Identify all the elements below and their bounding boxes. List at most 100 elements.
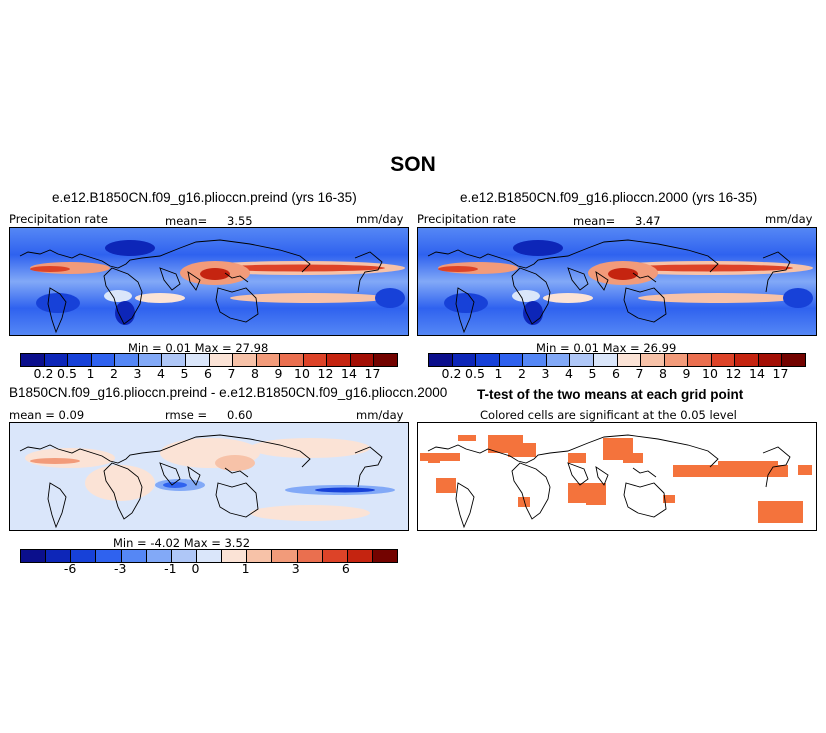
colorbar-tick-label: 5 <box>180 366 189 381</box>
colorbar-tick-label: 1 <box>86 366 95 381</box>
colorbar-tick-label: 1 <box>494 366 503 381</box>
colorbar-tick-label: -3 <box>114 561 127 576</box>
colorbar-tick-label: 0.5 <box>57 366 77 381</box>
colorbar-tick-label: 3 <box>291 561 300 576</box>
colorbar-tick-label: 2 <box>110 366 118 381</box>
panel3-rmse-label: rmse = <box>165 408 208 422</box>
colorbar-tick-label: 3 <box>133 366 142 381</box>
colorbar-swatch <box>185 354 210 366</box>
colorbar-swatch <box>374 354 397 366</box>
colorbar-tick-label: 17 <box>364 366 381 381</box>
colorbar-swatch <box>350 354 375 366</box>
colorbar-tick-label: 9 <box>682 366 691 381</box>
colorbar-tick-label: 12 <box>317 366 334 381</box>
panel4-significance-map <box>417 422 817 531</box>
panel3-mean: mean = 0.09 <box>9 408 85 422</box>
colorbar-tick-label: 12 <box>725 366 742 381</box>
colorbar-tick-label: 1 <box>241 561 250 576</box>
colorbar-swatch <box>162 354 186 366</box>
panel2-precip-map <box>417 227 817 336</box>
panel3-rmse-value: 0.60 <box>227 408 253 422</box>
colorbar-swatch <box>297 550 323 562</box>
colorbar-swatch <box>452 354 477 366</box>
colorbar-swatch <box>96 550 122 562</box>
colorbar-tick-label: 4 <box>565 366 573 381</box>
colorbar-swatch <box>372 550 398 562</box>
panel1-title: e.e12.B1850CN.f09_g16.plioccn.preind (yr… <box>52 190 357 205</box>
colorbar-swatch <box>44 354 69 366</box>
colorbar-swatch <box>476 354 500 366</box>
colorbar-tick-label: 17 <box>772 366 789 381</box>
panel2-colorbar <box>428 353 806 367</box>
panel1-mean-label: mean= <box>165 214 208 228</box>
colorbar-tick-label: 6 <box>341 561 350 576</box>
colorbar-tick-label: 7 <box>635 366 644 381</box>
colorbar-swatch <box>782 354 805 366</box>
colorbar-swatch <box>664 354 689 366</box>
colorbar-swatch <box>71 550 97 562</box>
colorbar-tick-label: 0 <box>191 561 200 576</box>
colorbar-swatch <box>138 354 163 366</box>
panel1-precip-map <box>9 227 409 336</box>
colorbar-swatch <box>546 354 571 366</box>
colorbar-tick-label: 14 <box>749 366 765 381</box>
colorbar-swatch <box>247 550 273 562</box>
colorbar-swatch <box>617 354 642 366</box>
colorbar-swatch <box>171 550 197 562</box>
colorbar-tick-label: 3 <box>541 366 550 381</box>
colorbar-swatch <box>222 550 248 562</box>
colorbar-tick-label: 10 <box>702 366 718 381</box>
colorbar-swatch <box>115 354 139 366</box>
colorbar-tick-label: 7 <box>227 366 236 381</box>
colorbar-swatch <box>347 550 373 562</box>
colorbar-swatch <box>322 550 348 562</box>
colorbar-tick-label: 9 <box>274 366 283 381</box>
panel2-mean-label: mean= <box>573 214 616 228</box>
panel3-difference-map <box>9 422 409 531</box>
panel1-minmax: Min = 0.01 Max = 27.98 <box>128 341 269 355</box>
colorbar-swatch <box>46 550 72 562</box>
colorbar-tick-label: 6 <box>612 366 620 381</box>
colorbar-swatch <box>735 354 759 366</box>
panel1-mean-value: 3.55 <box>227 214 253 228</box>
colorbar-tick-label: 10 <box>294 366 310 381</box>
colorbar-tick-label: 14 <box>341 366 357 381</box>
season-title: SON <box>390 153 436 176</box>
colorbar-tick-label: 0.5 <box>465 366 485 381</box>
colorbar-swatch <box>758 354 783 366</box>
colorbar-tick-label: 5 <box>588 366 597 381</box>
panel3-minmax: Min = -4.02 Max = 3.52 <box>113 536 251 550</box>
panel1-variable-label: Precipitation rate <box>9 212 108 226</box>
colorbar-tick-label: 8 <box>659 366 667 381</box>
panel1-units: mm/day <box>356 212 404 226</box>
colorbar-tick-label: -6 <box>63 561 77 576</box>
panel2-title: e.e12.B1850CN.f09_g16.plioccn.2000 (yrs … <box>460 190 758 205</box>
colorbar-swatch <box>641 354 665 366</box>
panel4-title: T-test of the two means at each grid poi… <box>477 387 744 402</box>
colorbar-swatch <box>570 354 594 366</box>
colorbar-tick-label: -1 <box>164 561 177 576</box>
colorbar-swatch <box>280 354 304 366</box>
colorbar-swatch <box>233 354 257 366</box>
colorbar-swatch <box>256 354 281 366</box>
colorbar-swatch <box>68 354 92 366</box>
colorbar-tick-label: 0.2 <box>441 366 462 381</box>
panel4-subtitle: Colored cells are significant at the 0.0… <box>480 408 737 422</box>
colorbar-swatch <box>523 354 547 366</box>
colorbar-swatch <box>272 550 298 562</box>
colorbar-tick-label: 2 <box>518 366 526 381</box>
panel2-mean-value: 3.47 <box>635 214 661 228</box>
colorbar-swatch <box>499 354 524 366</box>
colorbar-swatch <box>429 354 453 366</box>
panel2-variable-label: Precipitation rate <box>417 212 516 226</box>
colorbar-swatch <box>21 354 45 366</box>
colorbar-swatch <box>688 354 712 366</box>
colorbar-swatch <box>91 354 116 366</box>
colorbar-swatch <box>711 354 736 366</box>
colorbar-swatch <box>196 550 223 562</box>
colorbar-swatch <box>146 550 172 562</box>
colorbar-swatch <box>121 550 147 562</box>
colorbar-tick-label: 6 <box>204 366 212 381</box>
panel1-colorbar <box>20 353 398 367</box>
colorbar-swatch <box>303 354 328 366</box>
